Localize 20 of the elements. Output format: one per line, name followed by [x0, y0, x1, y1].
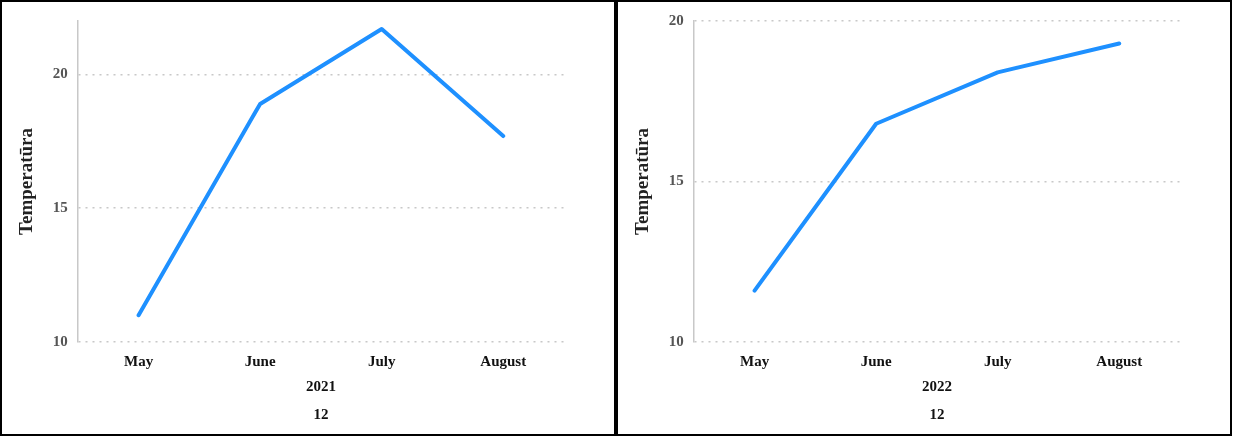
y-tick-label: 10 [668, 332, 684, 349]
x-tick-label: May [739, 352, 770, 369]
y-tick-label: 15 [52, 199, 68, 216]
text: 12 [929, 406, 945, 423]
x-tick-label: May [123, 352, 154, 369]
y-axis-title: Temperatūra [15, 127, 37, 235]
text: 2021 [305, 378, 336, 395]
y-tick-label: 15 [668, 172, 684, 189]
y-tick-label: 20 [668, 11, 684, 28]
y-tick-label: 10 [52, 332, 68, 349]
text: 2022 [921, 378, 952, 395]
x-tick-label: June [860, 352, 892, 369]
text: 12 [313, 406, 329, 423]
y-tick-label: 20 [52, 65, 68, 82]
x-tick-label: July [983, 352, 1012, 369]
y-axis-title: Temperatūra [631, 127, 653, 235]
x-tick-label: August [1096, 352, 1143, 369]
x-tick-label: August [480, 352, 527, 369]
x-tick-label: July [367, 352, 396, 369]
x-tick-label: June [244, 352, 276, 369]
